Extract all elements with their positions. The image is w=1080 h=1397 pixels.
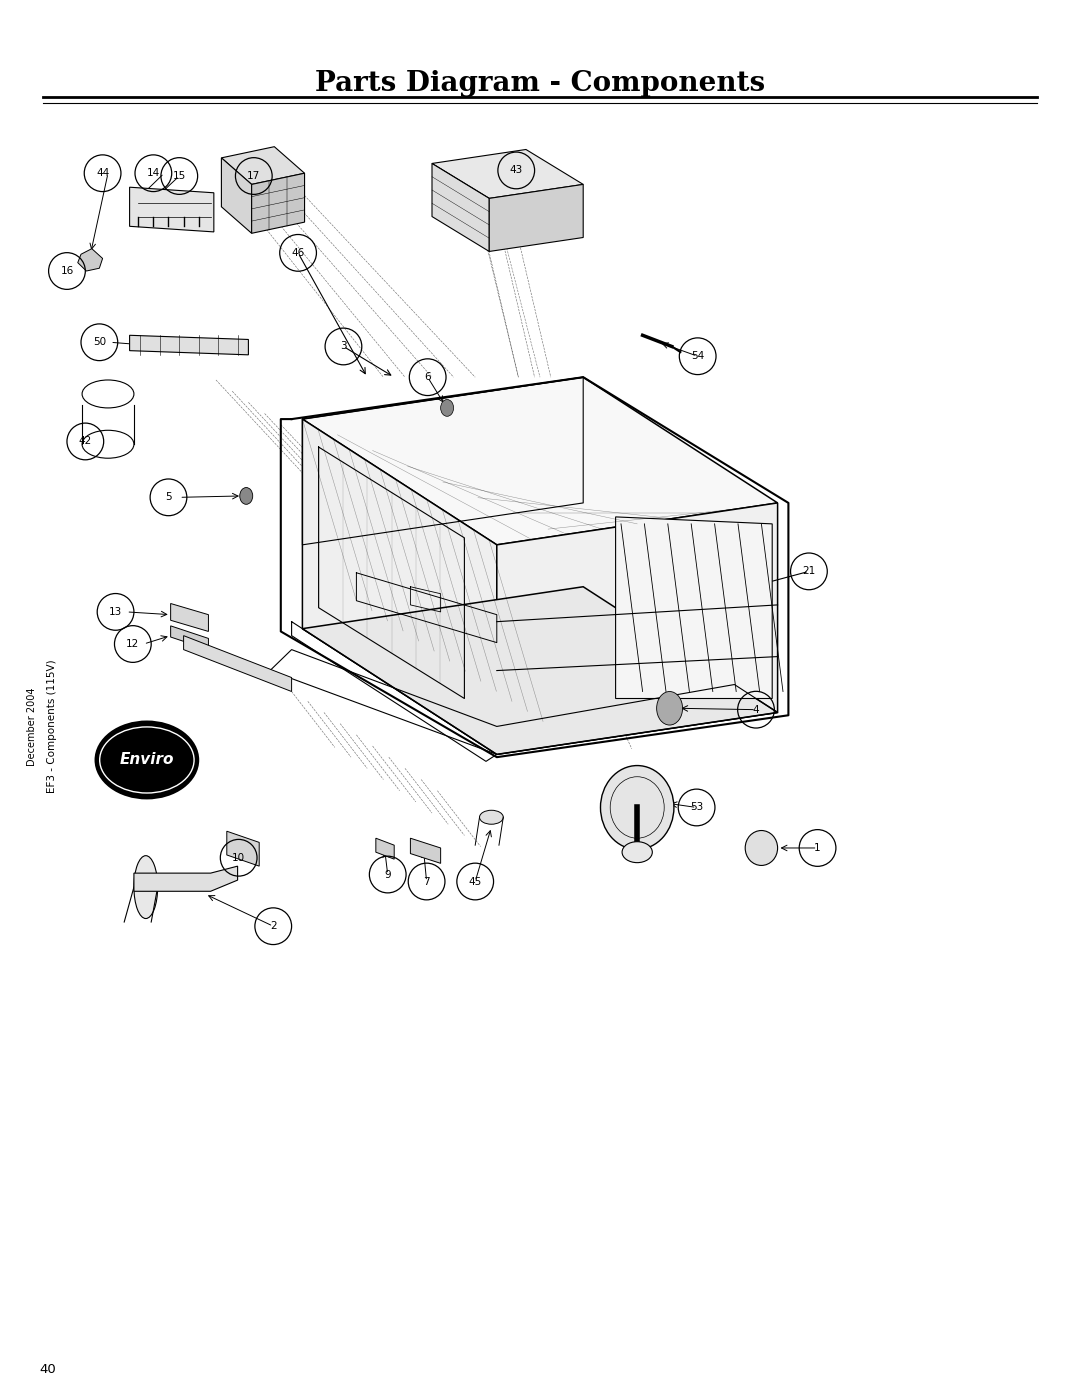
Text: 9: 9 xyxy=(384,869,391,880)
Polygon shape xyxy=(432,149,583,198)
Text: December 2004: December 2004 xyxy=(27,687,38,766)
Polygon shape xyxy=(489,184,583,251)
Text: 16: 16 xyxy=(60,265,73,277)
Polygon shape xyxy=(171,604,208,631)
Text: 40: 40 xyxy=(39,1362,56,1376)
Polygon shape xyxy=(252,173,305,233)
Text: 1: 1 xyxy=(814,842,821,854)
Text: 13: 13 xyxy=(109,606,122,617)
Polygon shape xyxy=(134,866,238,891)
Polygon shape xyxy=(221,147,305,184)
Text: 14: 14 xyxy=(147,168,160,179)
Polygon shape xyxy=(78,249,103,271)
Polygon shape xyxy=(376,838,394,859)
Text: 3: 3 xyxy=(340,341,347,352)
Ellipse shape xyxy=(134,855,158,919)
Text: 53: 53 xyxy=(690,802,703,813)
Text: 10: 10 xyxy=(232,852,245,863)
Ellipse shape xyxy=(745,830,778,865)
Ellipse shape xyxy=(480,810,503,824)
Text: 12: 12 xyxy=(126,638,139,650)
Polygon shape xyxy=(171,626,208,650)
Polygon shape xyxy=(302,419,497,754)
Polygon shape xyxy=(432,163,489,251)
Text: 15: 15 xyxy=(173,170,186,182)
Text: 7: 7 xyxy=(423,876,430,887)
Text: Enviro: Enviro xyxy=(120,753,174,767)
Polygon shape xyxy=(616,517,772,698)
Text: 6: 6 xyxy=(424,372,431,383)
Polygon shape xyxy=(184,636,292,692)
Polygon shape xyxy=(227,831,259,866)
Text: 54: 54 xyxy=(691,351,704,362)
Text: 46: 46 xyxy=(292,247,305,258)
Ellipse shape xyxy=(600,766,674,849)
Text: EF3 - Components (115V): EF3 - Components (115V) xyxy=(46,659,57,793)
Polygon shape xyxy=(130,187,214,232)
Text: 44: 44 xyxy=(96,168,109,179)
Ellipse shape xyxy=(622,841,652,863)
Text: 42: 42 xyxy=(79,436,92,447)
Polygon shape xyxy=(302,587,778,754)
Polygon shape xyxy=(221,158,252,233)
Polygon shape xyxy=(130,335,248,355)
Text: Parts Diagram - Components: Parts Diagram - Components xyxy=(315,70,765,98)
Circle shape xyxy=(240,488,253,504)
Polygon shape xyxy=(410,838,441,863)
Circle shape xyxy=(441,400,454,416)
Text: 5: 5 xyxy=(165,492,172,503)
Text: 45: 45 xyxy=(469,876,482,887)
Circle shape xyxy=(657,692,683,725)
Text: 4: 4 xyxy=(753,704,759,715)
Text: 21: 21 xyxy=(802,566,815,577)
Text: 2: 2 xyxy=(270,921,276,932)
Text: 17: 17 xyxy=(247,170,260,182)
Polygon shape xyxy=(497,503,778,754)
Polygon shape xyxy=(302,377,778,545)
Text: 50: 50 xyxy=(93,337,106,348)
Ellipse shape xyxy=(96,721,199,799)
Text: 43: 43 xyxy=(510,165,523,176)
